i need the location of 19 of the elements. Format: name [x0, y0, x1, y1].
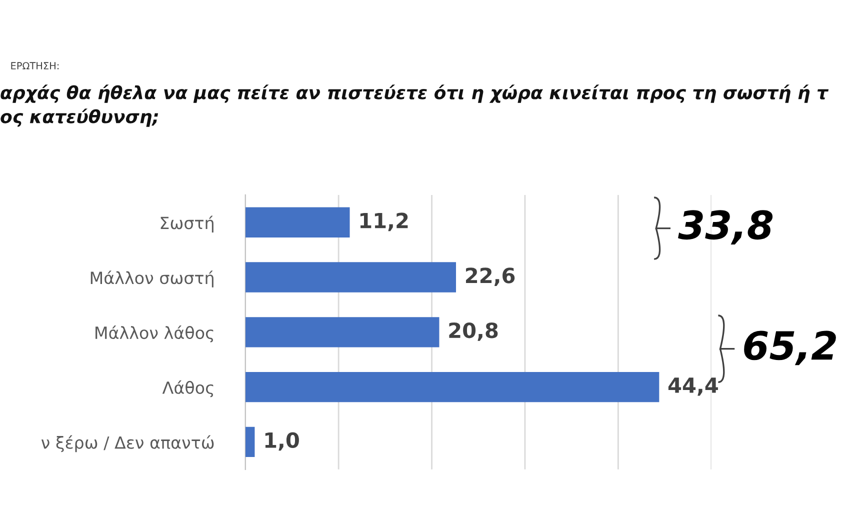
data-label: 11,2	[360, 212, 408, 232]
y-tick-label: Μάλλον σωστή	[90, 270, 214, 288]
data-label: 1,0	[265, 432, 299, 451]
bar	[245, 317, 440, 348]
y-tick-label: Λάθος	[162, 380, 214, 398]
y-tick-label: ν ξέρω / Δεν απαντώ	[41, 435, 214, 452]
bar	[245, 207, 350, 238]
data-label: 22,6	[466, 268, 515, 286]
bar	[245, 372, 660, 402]
data-label: 44,4	[668, 378, 718, 396]
chart-subtitle: αρχάς θα ήθελα να μας πείτε αν πιστεύετε ότι η χώρα κινείται προς τη σωστή ή τ ος κατεύθυνση;	[0, 84, 829, 127]
text: 33,8	[678, 210, 773, 245]
y-tick-label: Μάλλον λάθος	[96, 326, 214, 342]
bar	[245, 426, 255, 458]
y-tick-label: Σωστή	[160, 216, 214, 233]
text: ΕΡΩΤΗΣΗ:	[11, 62, 59, 70]
data-label: 20,8	[449, 322, 498, 341]
text: 65,2	[744, 330, 836, 366]
bar	[245, 262, 456, 292]
